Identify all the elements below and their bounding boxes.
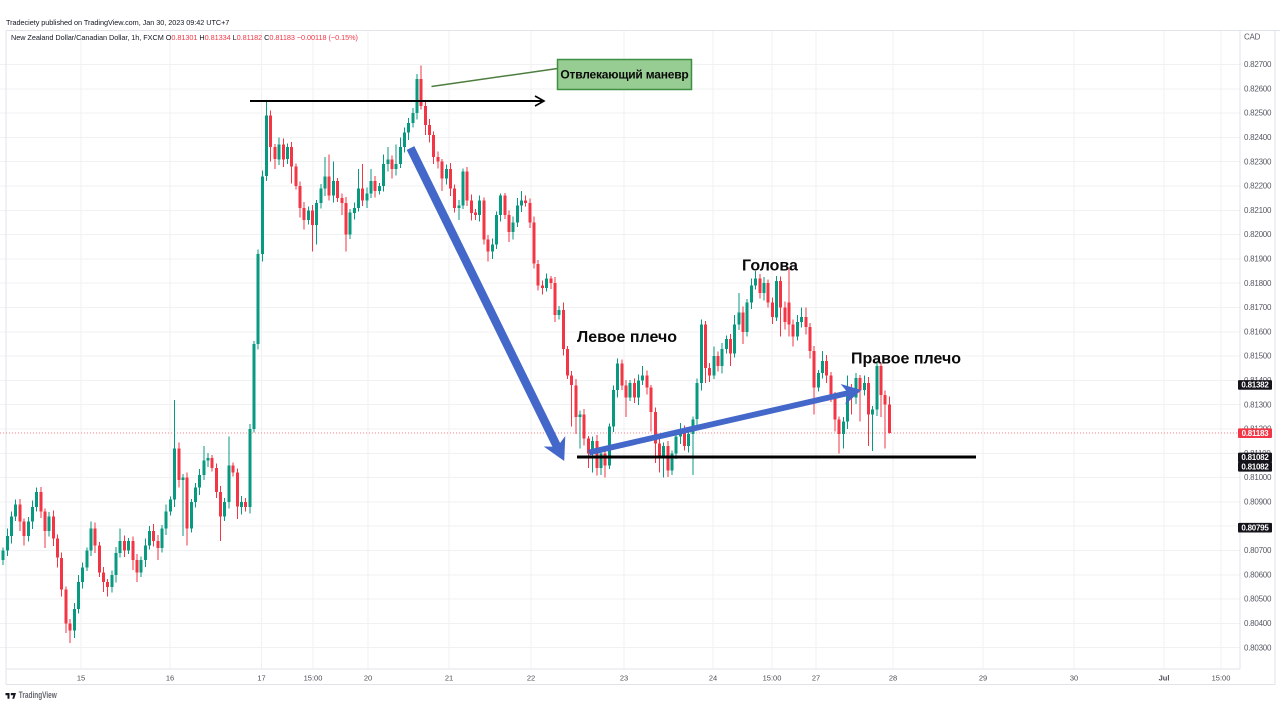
svg-text:0.80300: 0.80300	[1244, 643, 1272, 652]
svg-text:0.82400: 0.82400	[1244, 133, 1272, 142]
svg-text:0.81300: 0.81300	[1244, 400, 1272, 409]
svg-text:0.80400: 0.80400	[1244, 619, 1272, 628]
svg-text:0.81500: 0.81500	[1244, 352, 1272, 361]
svg-text:0.81000: 0.81000	[1244, 473, 1272, 482]
svg-text:Jul: Jul	[1159, 674, 1170, 683]
svg-text:0.81183: 0.81183	[1242, 429, 1270, 438]
svg-text:0.81382: 0.81382	[1241, 381, 1269, 390]
svg-text:15:00: 15:00	[763, 674, 782, 683]
svg-text:22: 22	[527, 674, 535, 683]
svg-text:New Zealand Dollar/Canadian Do: New Zealand Dollar/Canadian Dollar, 1h, …	[11, 33, 358, 42]
svg-text:0.82600: 0.82600	[1244, 84, 1272, 93]
svg-text:Tradeciety published on Tradin: Tradeciety published on TradingView.com,…	[6, 18, 229, 27]
svg-text:0.81700: 0.81700	[1244, 303, 1272, 312]
svg-text:20: 20	[364, 674, 372, 683]
svg-text:0.82500: 0.82500	[1244, 109, 1272, 118]
svg-text:0.82300: 0.82300	[1244, 157, 1272, 166]
svg-text:Правое плечо: Правое плечо	[851, 351, 961, 368]
svg-text:0.81082: 0.81082	[1241, 453, 1269, 462]
svg-text:28: 28	[889, 674, 897, 683]
svg-text:21: 21	[445, 674, 453, 683]
svg-text:Отвлекающий маневр: Отвлекающий маневр	[560, 68, 688, 82]
svg-text:0.81082: 0.81082	[1241, 463, 1269, 472]
svg-text:0.82200: 0.82200	[1244, 182, 1272, 191]
svg-text:16: 16	[166, 674, 174, 683]
svg-text:27: 27	[812, 674, 820, 683]
svg-text:0.80600: 0.80600	[1244, 570, 1272, 579]
svg-text:0.82100: 0.82100	[1244, 206, 1272, 215]
svg-text:Левое плечо: Левое плечо	[577, 329, 677, 346]
svg-text:30: 30	[1070, 674, 1078, 683]
svg-text:0.80795: 0.80795	[1241, 523, 1269, 532]
svg-text:29: 29	[979, 674, 987, 683]
svg-text:15: 15	[77, 674, 85, 683]
svg-text:0.80500: 0.80500	[1244, 595, 1272, 604]
svg-text:23: 23	[620, 674, 628, 683]
svg-text:CAD: CAD	[1244, 33, 1261, 42]
svg-text:0.81900: 0.81900	[1244, 255, 1272, 264]
svg-text:0.81800: 0.81800	[1244, 279, 1272, 288]
svg-text:24: 24	[709, 674, 717, 683]
svg-text:0.82700: 0.82700	[1244, 60, 1272, 69]
svg-text:17: 17	[257, 674, 265, 683]
svg-text:15:00: 15:00	[304, 674, 323, 683]
svg-text:TradingView: TradingView	[19, 690, 58, 700]
svg-text:0.80700: 0.80700	[1244, 546, 1272, 555]
svg-text:Голова: Голова	[742, 258, 798, 275]
svg-text:0.81600: 0.81600	[1244, 327, 1272, 336]
svg-text:0.82000: 0.82000	[1244, 230, 1272, 239]
svg-text:15:00: 15:00	[1212, 674, 1231, 683]
svg-text:0.80900: 0.80900	[1244, 498, 1272, 507]
